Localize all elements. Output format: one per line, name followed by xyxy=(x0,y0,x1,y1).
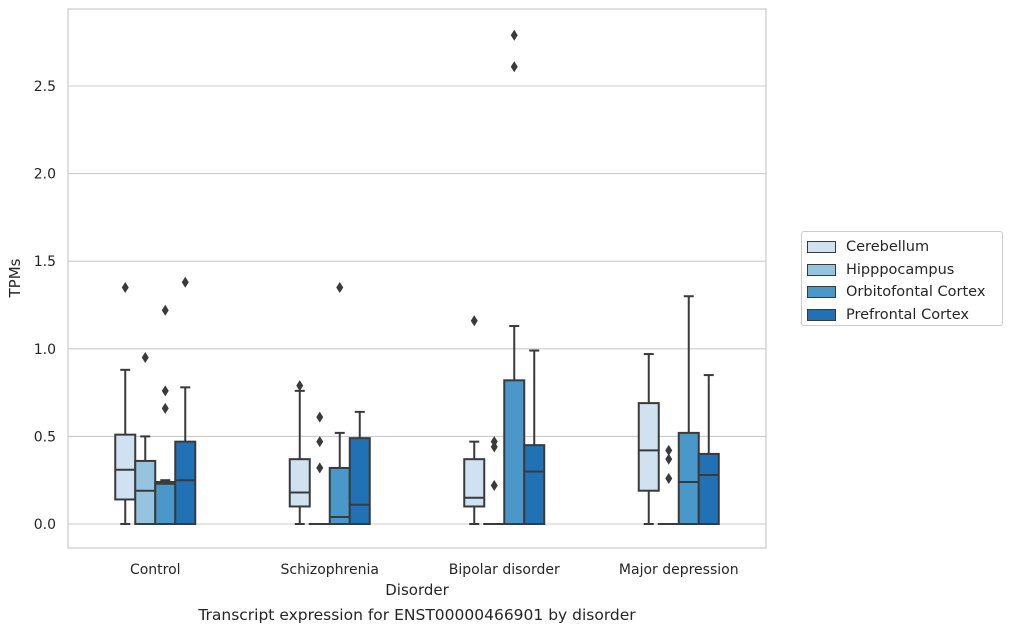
box-iqr xyxy=(288,458,311,508)
outlier-point xyxy=(316,436,324,448)
box-iqr xyxy=(348,437,371,526)
legend: Cerebellum Hipppocampus Orbitofontal Corte… xyxy=(801,231,1003,326)
box-cerebellum xyxy=(288,380,311,525)
box-iqr xyxy=(174,440,197,526)
box-iqr xyxy=(463,458,486,508)
x-tick-label: Schizophrenia xyxy=(281,562,379,578)
outlier-point xyxy=(336,281,344,293)
box-hipppocampus xyxy=(657,444,680,526)
box-prefrontal-cortex xyxy=(348,410,371,526)
box-hipppocampus xyxy=(483,436,506,526)
outlier-point xyxy=(181,276,189,288)
outlier-point xyxy=(510,29,518,41)
outlier-point xyxy=(141,352,149,364)
x-tick-label: Major depression xyxy=(619,562,739,578)
outlier-point xyxy=(490,479,498,491)
outlier-point xyxy=(121,281,129,293)
y-tick-label: 1.5 xyxy=(34,254,56,270)
outlier-point xyxy=(665,453,673,465)
legend-label: Cerebellum xyxy=(846,239,930,256)
x-axis-label: Disorder xyxy=(385,581,449,599)
box-iqr xyxy=(328,466,351,526)
outlier-point xyxy=(490,436,498,448)
outlier-point xyxy=(510,61,518,73)
outlier-point xyxy=(161,304,169,316)
legend-swatch xyxy=(807,263,836,276)
legend-item: Cerebellum xyxy=(807,236,1002,259)
x-tick-label: Control xyxy=(130,562,181,578)
legend-swatch xyxy=(807,308,836,321)
legend-swatch xyxy=(807,241,836,254)
box-orbitofontal-cortex xyxy=(677,295,700,525)
box-iqr xyxy=(677,431,700,525)
y-tick-label: 1.0 xyxy=(34,342,56,358)
box-cerebellum xyxy=(463,315,486,525)
box-cerebellum xyxy=(637,353,660,525)
legend-label: Orbitofontal Cortex xyxy=(846,284,986,301)
box-iqr xyxy=(523,444,546,525)
chart-caption: Transcript expression for ENST0000046690… xyxy=(198,606,636,624)
outlier-point xyxy=(161,402,169,414)
outlier-point xyxy=(161,385,169,397)
box-iqr xyxy=(114,433,137,501)
box-orbitofontal-cortex xyxy=(328,281,351,526)
legend-label: Prefrontal Cortex xyxy=(846,306,969,323)
box-prefrontal-cortex xyxy=(697,374,720,526)
box-hipppocampus xyxy=(134,352,157,526)
legend-item: Orbitofontal Cortex xyxy=(807,281,1002,304)
y-ticks: 0.0 0.5 1.0 1.5 2.0 2.5 xyxy=(34,79,56,533)
box-hipppocampus xyxy=(308,411,331,526)
box-orbitofontal-cortex xyxy=(154,304,177,525)
outlier-point xyxy=(665,472,673,484)
box-iqr xyxy=(503,379,526,525)
box-iqr xyxy=(637,402,660,492)
box-iqr xyxy=(134,459,157,526)
box-iqr xyxy=(154,480,177,525)
y-tick-label: 0.5 xyxy=(34,429,56,445)
box-orbitofontal-cortex xyxy=(503,29,526,525)
legend-item: Hipppocampus xyxy=(807,259,1002,282)
boxes xyxy=(114,29,720,526)
plot-frame xyxy=(67,8,767,549)
box-iqr xyxy=(697,452,720,526)
outlier-point xyxy=(665,444,673,456)
box-prefrontal-cortex xyxy=(523,349,546,525)
legend-item: Prefrontal Cortex xyxy=(807,304,1002,327)
box-cerebellum xyxy=(114,281,137,525)
y-tick-label: 2.5 xyxy=(34,79,56,95)
y-tick-label: 0.0 xyxy=(34,517,56,533)
y-axis-label: TPMs xyxy=(6,258,24,298)
y-tick-label: 2.0 xyxy=(34,167,56,183)
outlier-point xyxy=(316,462,324,474)
x-tick-label: Bipolar disorder xyxy=(449,562,560,578)
x-ticks: Control Schizophrenia Bipolar disorder Majo… xyxy=(130,562,739,578)
outlier-point xyxy=(296,380,304,392)
legend-label: Hipppocampus xyxy=(846,261,955,278)
outlier-point xyxy=(316,411,324,423)
box-prefrontal-cortex xyxy=(174,276,197,526)
gridlines xyxy=(68,85,766,525)
outlier-point xyxy=(470,315,478,327)
legend-swatch xyxy=(807,286,836,299)
